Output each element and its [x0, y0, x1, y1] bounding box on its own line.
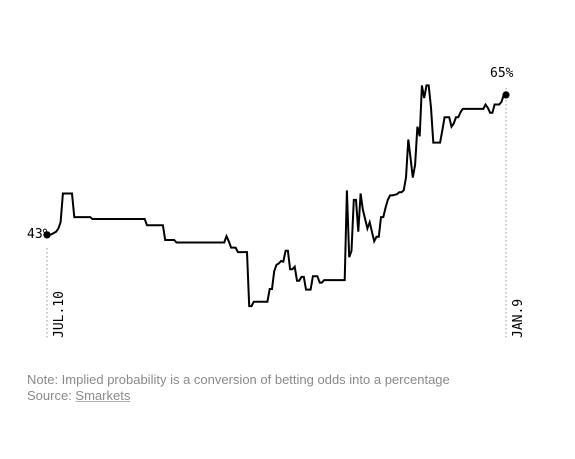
end-point — [502, 91, 510, 99]
line-chart: 43% 65% JUL.10 JAN.9 — [27, 66, 526, 340]
chart-source: Source: Smarkets — [27, 388, 130, 404]
end-date-label: JAN.9 — [511, 299, 526, 338]
source-prefix: Source: — [27, 388, 76, 403]
start-point — [43, 231, 51, 239]
source-link[interactable]: Smarkets — [75, 388, 131, 403]
chart-note: Note: Implied probability is a conversio… — [27, 372, 450, 387]
start-date-label: JUL.10 — [52, 291, 67, 338]
start-value-label: 43% — [27, 227, 51, 242]
end-value-label: 65% — [490, 66, 514, 81]
series-line — [47, 84, 506, 308]
